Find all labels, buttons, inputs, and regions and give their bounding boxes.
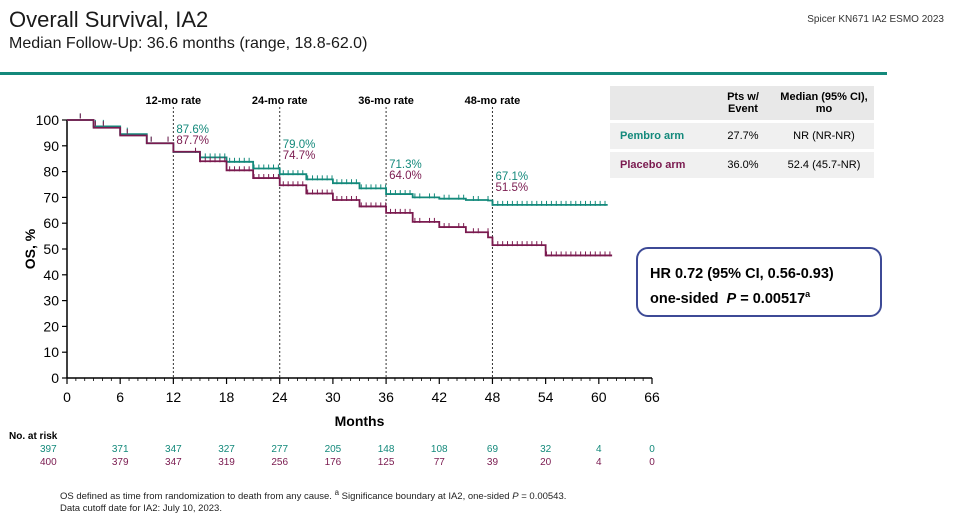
summary-header-blank	[610, 86, 712, 120]
summary-row-placebo: Placebo arm 36.0% 52.4 (45.7-NR)	[610, 152, 874, 178]
survival-curves	[67, 113, 613, 257]
at-risk-pembro: 397	[40, 444, 57, 455]
y-axis-label: OS, %	[22, 228, 38, 269]
hr-line: HR 0.72 (95% CI, 0.56-0.93)	[650, 266, 834, 282]
summary-arm-placebo: Placebo arm	[610, 152, 712, 178]
x-tick-label-54: 54	[538, 389, 554, 405]
at-risk-pembro: 347	[165, 444, 182, 455]
title-divider	[0, 72, 887, 75]
at-risk-pembro: 0	[649, 444, 655, 455]
at-risk-pembro: 32	[540, 444, 552, 455]
ref-label-24: 24-mo rate	[252, 95, 308, 107]
at-risk-pembro: 4	[596, 444, 602, 455]
at-risk-placebo: 125	[378, 457, 395, 468]
x-tick-label-60: 60	[591, 389, 607, 405]
at-risk-placebo: 256	[271, 457, 288, 468]
y-tick-label-90: 90	[43, 138, 59, 154]
p-symbol: P	[726, 290, 737, 307]
summary-header-median: Median (95% CI), mo	[774, 86, 874, 120]
page-title: Overall Survival, IA2	[9, 7, 209, 32]
at-risk-placebo: 379	[112, 457, 129, 468]
x-tick-label-36: 36	[378, 389, 394, 405]
y-tick-label-40: 40	[43, 267, 59, 283]
chart-axes: 0 10 20 30 40 50 60 70 80 90 100 0 6 12 18 24 30 36 42 48 54…	[22, 112, 660, 429]
at-risk-pembro: 277	[271, 444, 288, 455]
at-risk-pembro: 205	[325, 444, 342, 455]
at-risk-table: No. at risk 397 371 347 327 277 205 148 108 69 32 4…	[9, 431, 655, 468]
at-risk-placebo: 176	[325, 457, 342, 468]
x-axis-label: Months	[335, 413, 385, 429]
at-risk-pembro: 371	[112, 444, 129, 455]
at-risk-placebo: 400	[40, 457, 57, 468]
footnote-line-2: Data cutoff date for IA2: July 10, 2023.	[60, 503, 222, 515]
at-risk-pembro: 327	[218, 444, 235, 455]
rate-labels: 87.6%87.7% 79.0%74.7% 71.3%64.0% 67.1%51.5%	[176, 124, 528, 194]
summary-header-events: Pts w/ Event	[712, 86, 774, 120]
at-risk-placebo: 77	[434, 457, 446, 468]
rate-label-placebo-12: 87.7%	[176, 135, 209, 147]
summary-arm-pembro: Pembro arm	[610, 123, 712, 149]
x-tick-label-48: 48	[485, 389, 501, 405]
ref-label-48: 48-mo rate	[465, 95, 521, 107]
at-risk-placebo: 319	[218, 457, 235, 468]
p-value-line: one-sided P = 0.00517a	[650, 284, 880, 309]
rate-label-pembro-36: 71.3%	[389, 159, 422, 171]
y-tick-label-50: 50	[43, 241, 59, 257]
rate-label-pembro-12: 87.6%	[176, 124, 209, 136]
rate-label-placebo-24: 74.7%	[283, 150, 316, 162]
km-curve-placebo	[67, 119, 613, 257]
hazard-ratio-box: HR 0.72 (95% CI, 0.56-0.93) one-sided P …	[636, 247, 882, 317]
x-tick-label-6: 6	[116, 389, 124, 405]
x-tick-label-0: 0	[63, 389, 71, 405]
at-risk-placebo: 4	[596, 457, 602, 468]
summary-events-pembro: 27.7%	[712, 123, 774, 149]
x-tick-label-24: 24	[272, 389, 288, 405]
y-tick-label-70: 70	[43, 189, 59, 205]
p-prefix: one-sided	[650, 290, 719, 307]
rate-label-placebo-36: 64.0%	[389, 170, 422, 182]
at-risk-placebo: 20	[540, 457, 552, 468]
x-tick-label-30: 30	[325, 389, 341, 405]
x-tick-label-18: 18	[219, 389, 235, 405]
x-tick-label-12: 12	[166, 389, 182, 405]
summary-events-placebo: 36.0%	[712, 152, 774, 178]
summary-row-pembro: Pembro arm 27.7% NR (NR-NR)	[610, 123, 874, 149]
x-tick-label-66: 66	[644, 389, 660, 405]
source-citation: Spicer KN671 IA2 ESMO 2023	[807, 14, 944, 25]
footnote: OS defined as time from randomization to…	[60, 487, 566, 515]
rate-label-pembro-48: 67.1%	[495, 171, 528, 183]
at-risk-pembro: 108	[431, 444, 448, 455]
at-risk-title: No. at risk	[9, 431, 58, 442]
summary-median-pembro: NR (NR-NR)	[774, 123, 874, 149]
rate-label-placebo-48: 51.5%	[495, 182, 528, 194]
at-risk-placebo: 347	[165, 457, 182, 468]
at-risk-pembro: 69	[487, 444, 499, 455]
summary-median-placebo: 52.4 (45.7-NR)	[774, 152, 874, 178]
summary-table: Pts w/ Event Median (95% CI), mo Pembro …	[610, 83, 874, 181]
ref-label-36: 36-mo rate	[358, 95, 414, 107]
y-tick-label-10: 10	[43, 344, 59, 360]
page-subtitle: Median Follow-Up: 36.6 months (range, 18…	[9, 35, 368, 52]
y-tick-label-0: 0	[51, 370, 59, 386]
at-risk-placebo: 39	[487, 457, 499, 468]
ref-label-12: 12-mo rate	[146, 95, 202, 107]
rate-label-pembro-24: 79.0%	[283, 139, 316, 151]
y-tick-label-30: 30	[43, 293, 59, 309]
y-tick-label-100: 100	[36, 112, 60, 128]
p-footnote-marker: a	[805, 289, 811, 299]
at-risk-pembro: 148	[378, 444, 395, 455]
y-tick-label-60: 60	[43, 215, 59, 231]
footnote-line-1: OS defined as time from randomization to…	[60, 488, 567, 503]
x-tick-label-42: 42	[431, 389, 447, 405]
at-risk-placebo: 0	[649, 457, 655, 468]
y-tick-label-80: 80	[43, 164, 59, 180]
p-value: = 0.00517	[740, 290, 806, 307]
y-tick-label-20: 20	[43, 318, 59, 334]
